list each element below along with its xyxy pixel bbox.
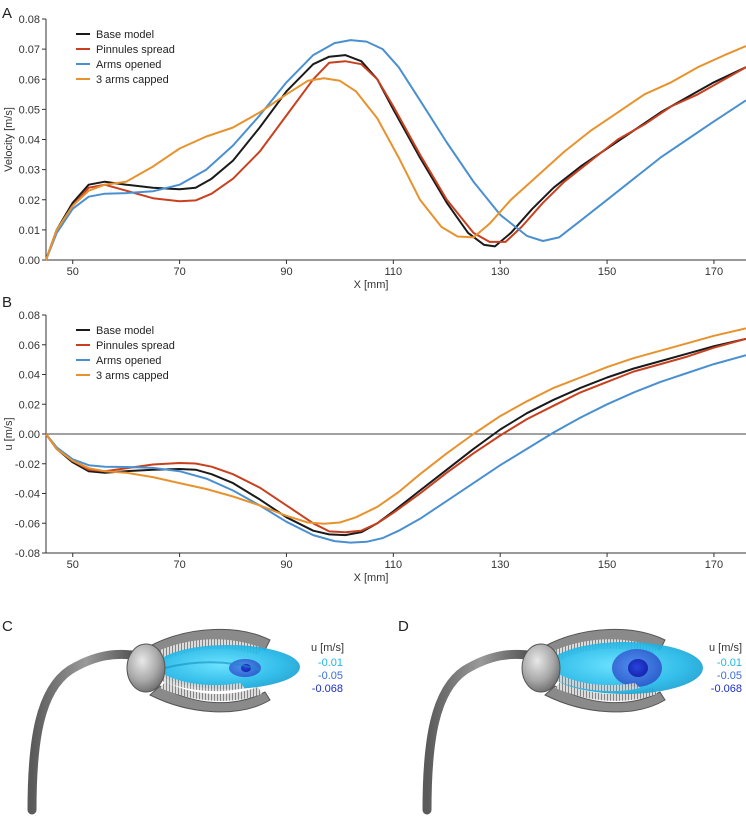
x-tick-label: 170 [705,559,723,571]
y-tick-label: 0.02 [19,399,40,411]
y-tick-label: -0.06 [15,518,40,530]
series-line [45,327,746,525]
level-label: -0.068 [312,683,343,695]
colorbar-title: u [m/s] [311,642,344,654]
legend-label: 3 arms capped [96,370,169,382]
legend-label: Arms opened [96,59,161,71]
isosurface-navy [628,659,648,677]
series-line [45,337,746,534]
panel-letter-a: A [2,5,12,22]
y-tick-label: 0.08 [19,14,40,26]
panel-letter-b: B [2,294,12,311]
y-tick-label: -0.04 [15,489,40,501]
colorbar-legend-d: u [m/s] -0.01 -0.05 -0.068 [709,642,742,695]
level-label: -0.01 [717,657,742,669]
level-label: -0.068 [711,683,742,695]
legend-label: Pinnules spread [96,340,175,352]
pinnules-upper [160,639,262,660]
x-tick-label: 50 [67,266,79,278]
x-tick-label: 150 [598,559,616,571]
y-tick-label: 0.02 [19,195,40,207]
stalk [27,649,145,815]
arm-lower [544,685,666,713]
x-tick-label: 170 [705,266,723,278]
y-tick-label: 0.07 [19,44,40,56]
calyx-cup [126,643,166,693]
panel-letter-d: D [398,618,409,635]
colorbar-legend-c: u [m/s] -0.01 -0.05 -0.068 [311,642,344,695]
stalk [422,649,540,815]
y-tick-label: 0.01 [19,225,40,237]
y-tick-label: 0.04 [19,135,40,147]
isosurface-cyan [156,645,300,689]
legend-label: Arms opened [96,355,161,367]
y-tick-label: -0.08 [15,548,40,560]
u-velocity-chart: 0.08 0.06 0.04 0.02 0.00 -0.02 -0.04 -0.06 -0.08… [3,310,746,584]
x-tick-label: 70 [173,266,185,278]
y-tick-label: 0.06 [19,74,40,86]
y-tick-label: -0.02 [15,459,40,471]
legend-label: Base model [96,29,154,41]
colorbar-title: u [m/s] [709,642,742,654]
velocity-chart: 0.00 0.01 0.02 0.03 0.04 0.05 0.06 0.07 0.08 50 70… [3,14,746,291]
y-tick-label: 0.00 [19,255,40,267]
y-tick-label: 0.08 [19,310,40,322]
pinnules-lower [160,682,262,701]
x-tick-label: 130 [491,266,509,278]
x-tick-label: 50 [67,559,79,571]
y-tick-label: 0.05 [19,104,40,116]
level-label: -0.01 [318,657,343,669]
legend-label: 3 arms capped [96,74,169,86]
y-tick-label: 0.00 [19,429,40,441]
x-tick-label: 110 [385,559,403,571]
x-tick-label: 90 [280,559,292,571]
pinnules-mid [150,672,245,692]
flow-render-modified [422,628,703,815]
pinnules-mid [545,672,640,692]
series-line [45,60,746,261]
x-axis-label: X [mm] [354,572,389,584]
x-tick-label: 130 [491,559,509,571]
series-line [45,354,746,544]
y-axis-label: Velocity [m/s] [3,107,15,172]
x-tick-label: 110 [385,266,403,278]
legend-label: Base model [96,325,154,337]
level-label: -0.05 [717,670,742,682]
panel-letter-c: C [2,618,13,635]
series-line [45,337,746,537]
calyx-cup [521,643,561,693]
pinnules-lower [555,682,657,701]
y-tick-label: 0.04 [19,370,40,382]
y-tick-label: 0.06 [19,340,40,352]
x-tick-label: 150 [598,266,616,278]
x-tick-label: 70 [173,559,185,571]
arm-lower [149,685,271,713]
flow-render-base [27,628,300,815]
series-line [45,45,746,261]
x-axis-label: X [mm] [354,279,389,291]
level-label: -0.05 [318,670,343,682]
y-axis-label: u [m/s] [3,417,15,450]
x-tick-label: 90 [280,266,292,278]
y-tick-label: 0.03 [19,165,40,177]
legend-label: Pinnules spread [96,44,175,56]
series-line [45,39,746,261]
